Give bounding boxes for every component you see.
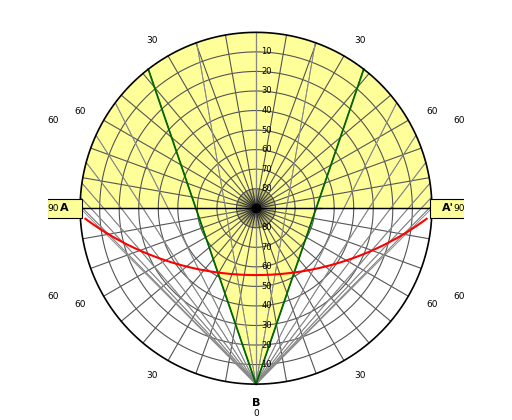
Text: 60: 60 <box>453 291 464 301</box>
Text: 60: 60 <box>74 300 86 310</box>
Text: 30: 30 <box>146 36 158 45</box>
Text: B: B <box>252 398 260 408</box>
Text: 50: 50 <box>261 282 272 291</box>
Text: 30: 30 <box>261 87 272 95</box>
Polygon shape <box>80 32 432 208</box>
Text: 30: 30 <box>354 371 366 380</box>
Text: 30: 30 <box>146 371 158 380</box>
Text: 50: 50 <box>261 126 272 134</box>
FancyBboxPatch shape <box>430 199 465 218</box>
Text: 70: 70 <box>261 165 272 173</box>
Text: 30: 30 <box>354 36 366 45</box>
Text: 60: 60 <box>261 262 272 271</box>
Text: 60: 60 <box>426 300 438 310</box>
Text: 20: 20 <box>261 67 272 76</box>
Text: A': A' <box>442 203 454 213</box>
Text: 60: 60 <box>453 116 464 125</box>
Text: 80: 80 <box>261 223 272 232</box>
Text: 60: 60 <box>48 116 59 125</box>
Text: 60: 60 <box>48 291 59 301</box>
Text: 40: 40 <box>261 106 272 115</box>
Text: 60: 60 <box>426 107 438 116</box>
Text: 0: 0 <box>253 409 259 418</box>
Text: A: A <box>60 203 69 213</box>
Text: 90: 90 <box>453 204 464 213</box>
Polygon shape <box>196 208 316 384</box>
Text: 10: 10 <box>261 360 272 369</box>
Text: 70: 70 <box>261 243 272 252</box>
Text: 20: 20 <box>261 341 272 349</box>
FancyBboxPatch shape <box>47 199 82 218</box>
Text: 60: 60 <box>74 107 86 116</box>
Text: 80: 80 <box>261 184 272 193</box>
Text: 40: 40 <box>261 302 272 310</box>
Text: 30: 30 <box>261 321 272 330</box>
Text: 90: 90 <box>48 204 59 213</box>
Text: 60: 60 <box>261 145 272 154</box>
Text: 10: 10 <box>261 47 272 56</box>
